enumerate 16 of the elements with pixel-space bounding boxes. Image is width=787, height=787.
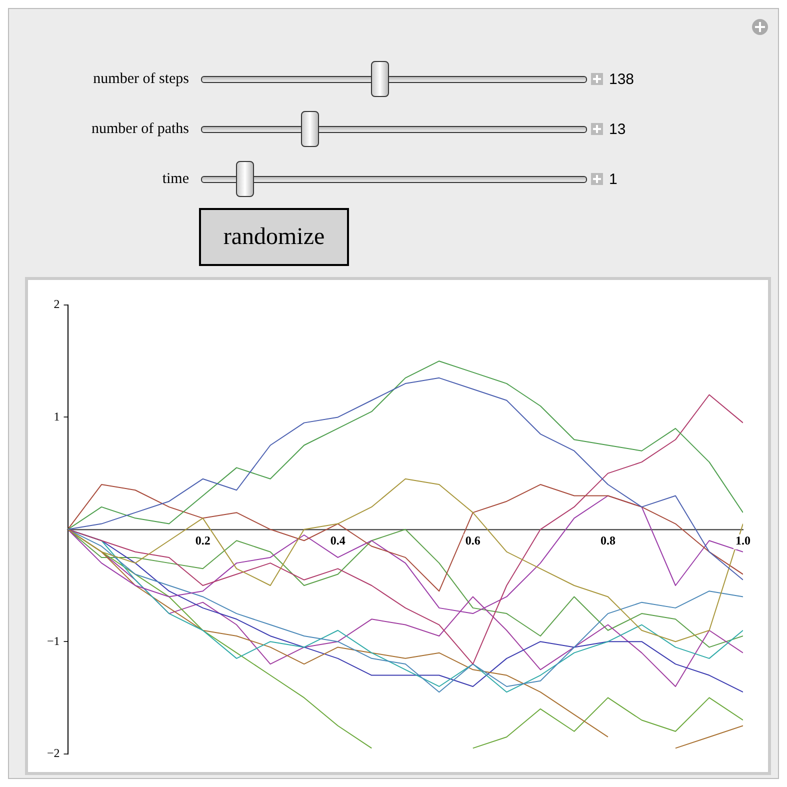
y-tick-label: −1 xyxy=(46,634,60,648)
y-tick-label: −2 xyxy=(46,746,60,760)
y-tick-label: 1 xyxy=(54,409,60,424)
x-tick-label: 0.2 xyxy=(195,533,210,548)
text: number of steps xyxy=(92,70,189,88)
x-tick-label: 0.8 xyxy=(600,533,616,548)
text: 138 xyxy=(609,70,634,88)
text: 1 xyxy=(609,170,618,188)
text: 13 xyxy=(609,120,626,138)
text: randomize xyxy=(199,208,349,266)
x-tick-label: 0.4 xyxy=(330,533,346,548)
y-tick-label: 2 xyxy=(54,297,60,312)
x-tick-label: 1.0 xyxy=(736,533,750,548)
x-tick-label: 0.6 xyxy=(465,533,480,548)
text: time xyxy=(161,170,189,188)
text: number of paths xyxy=(90,120,189,138)
